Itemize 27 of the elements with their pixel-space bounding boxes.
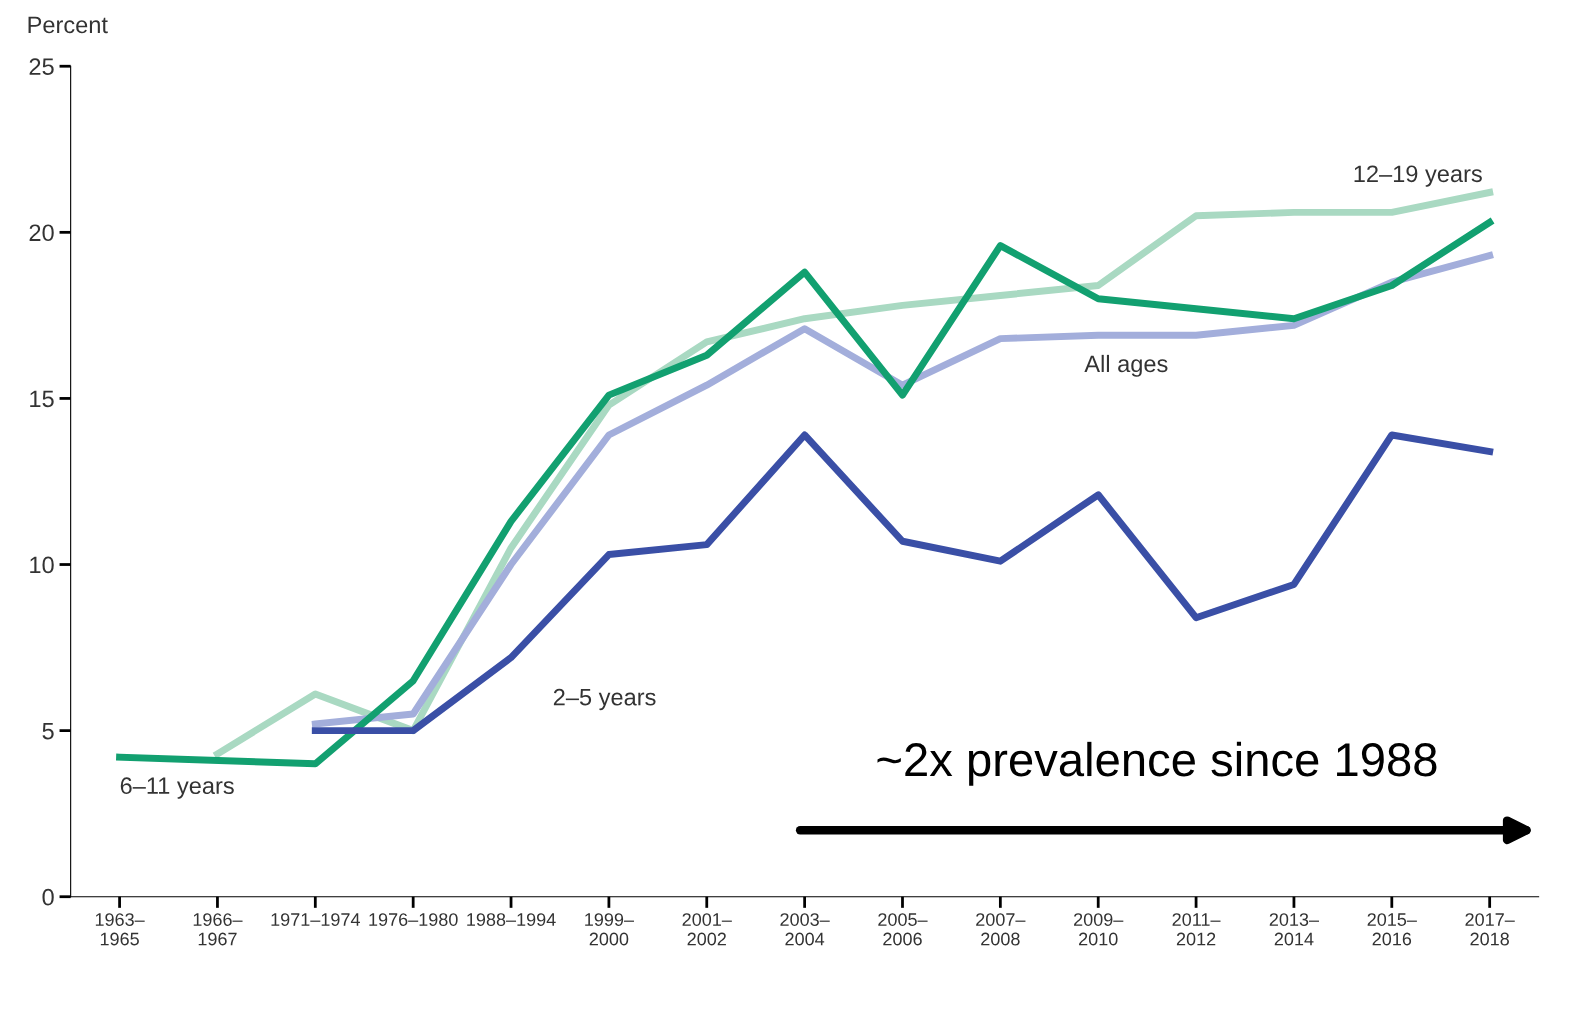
y-tick-label: 25 [29,58,54,76]
x-tick-label: 2015– 2016 [1367,913,1417,946]
x-tick-label: 2011– 2012 [1172,913,1221,946]
x-tick-label: 1963– 1965 [95,913,145,946]
x-tick-label: 1966– 1967 [193,913,243,946]
x-tick-label: 2017– 2018 [1465,913,1515,946]
series-label: 12–19 years [1354,165,1482,187]
x-tick-label: 2001– 2002 [682,913,732,946]
y-tick-label: 10 [30,556,54,574]
series-label: All ages [1084,354,1168,377]
x-tick-label: 2013– 2014 [1269,913,1320,946]
x-tick-label: 1971–1974 [271,913,360,926]
y-axis-title: Percent [28,16,108,34]
text: 2–5 years [553,688,656,711]
x-tick-label: 2007– 2008 [976,913,1026,946]
y-tick-label: 20 [29,224,54,242]
x-tick-label: 2005– 2006 [878,913,928,946]
x-tick-label: 1999– 2000 [585,913,634,946]
annotation: ~2x prevalence since 1988 [877,741,1437,786]
x-tick-label: 1988–1994 [467,913,556,926]
y-tick-label: 15 [30,390,54,408]
x-tick-label: 2009– 2010 [1074,913,1124,946]
x-tick-label: 1976–1980 [369,913,458,926]
y-tick-label: 5 [42,722,54,740]
y-tick-label: 0 [42,888,54,906]
series-label: 6–11 years [120,777,234,799]
x-tick-label: 2003– 2004 [780,913,830,946]
